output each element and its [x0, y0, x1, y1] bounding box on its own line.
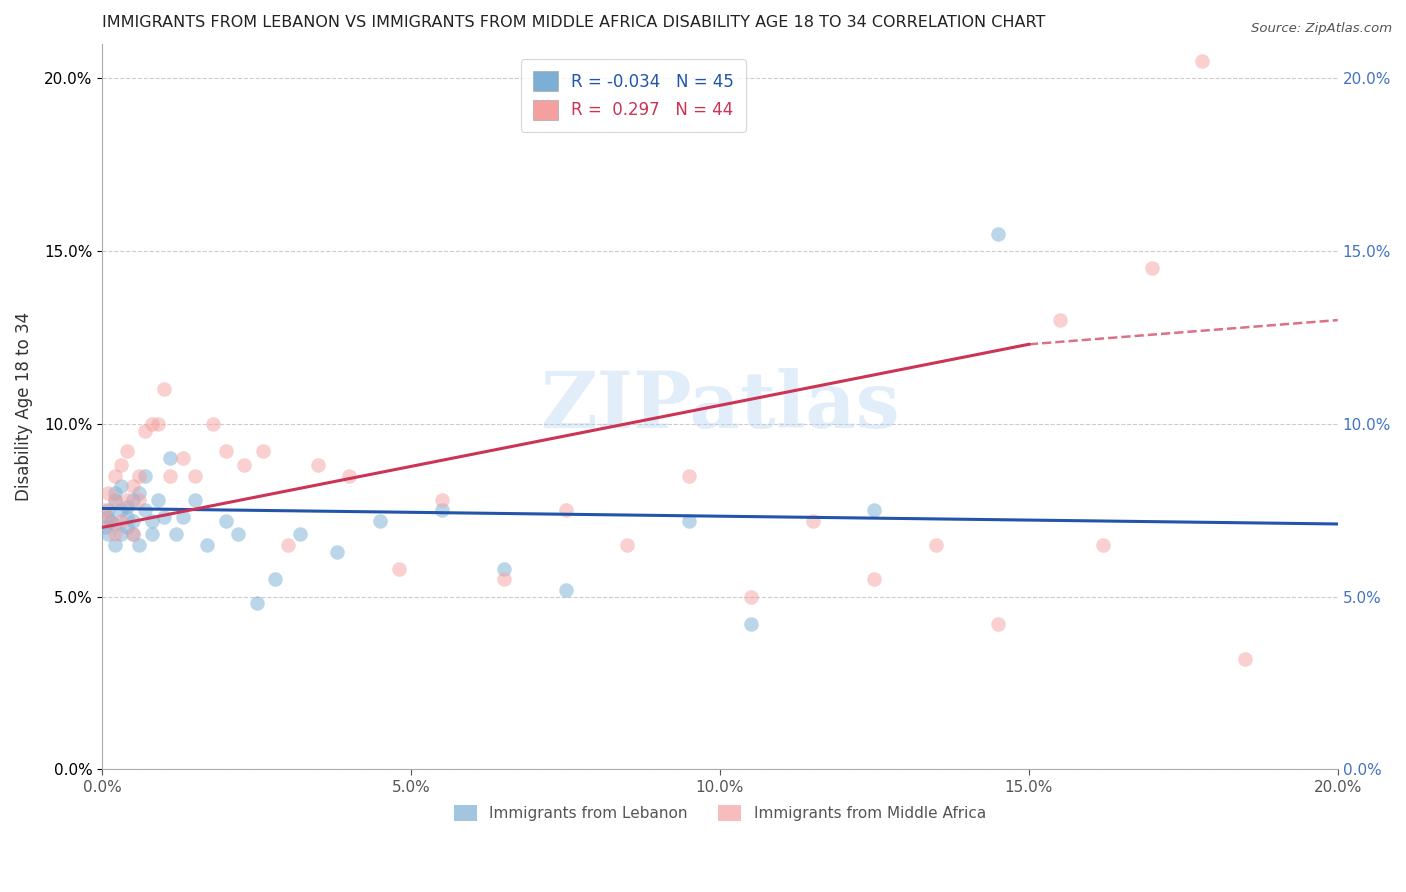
Point [141, 417, 163, 431]
Point [678, 514, 700, 528]
Point [122, 479, 145, 493]
Point [337, 468, 360, 483]
Point [103, 486, 125, 500]
Point [430, 503, 453, 517]
Point [252, 444, 274, 458]
Point [128, 486, 150, 500]
Point [128, 492, 150, 507]
Point [146, 492, 169, 507]
Text: IMMIGRANTS FROM LEBANON VS IMMIGRANTS FROM MIDDLE AFRICA DISABILITY AGE 18 TO 34: IMMIGRANTS FROM LEBANON VS IMMIGRANTS FR… [103, 15, 1046, 30]
Point [863, 572, 886, 586]
Point [122, 527, 145, 541]
Point [801, 514, 824, 528]
Point [172, 451, 194, 466]
Point [184, 468, 207, 483]
Point [115, 492, 138, 507]
Point [678, 468, 700, 483]
Point [1092, 538, 1115, 552]
Point [195, 538, 218, 552]
Point [554, 582, 576, 597]
Point [925, 538, 948, 552]
Point [1234, 651, 1257, 665]
Point [368, 514, 391, 528]
Point [97, 514, 120, 528]
Point [122, 492, 145, 507]
Point [172, 510, 194, 524]
Point [740, 617, 762, 632]
Point [110, 503, 132, 517]
Point [233, 458, 256, 473]
Point [110, 527, 132, 541]
Legend: Immigrants from Lebanon, Immigrants from Middle Africa: Immigrants from Lebanon, Immigrants from… [449, 798, 991, 827]
Point [153, 382, 176, 396]
Point [1191, 54, 1213, 68]
Point [103, 468, 125, 483]
Point [97, 510, 120, 524]
Point [987, 617, 1010, 632]
Point [215, 444, 238, 458]
Point [115, 520, 138, 534]
Point [110, 514, 132, 528]
Y-axis label: Disability Age 18 to 34: Disability Age 18 to 34 [15, 312, 32, 501]
Point [288, 527, 311, 541]
Point [110, 458, 132, 473]
Point [122, 527, 145, 541]
Point [115, 510, 138, 524]
Point [202, 417, 225, 431]
Point [307, 458, 329, 473]
Point [128, 538, 150, 552]
Point [141, 527, 163, 541]
Point [94, 503, 117, 517]
Point [1142, 261, 1164, 276]
Point [122, 514, 145, 528]
Point [134, 424, 156, 438]
Point [430, 492, 453, 507]
Point [115, 444, 138, 458]
Point [141, 514, 163, 528]
Point [277, 538, 299, 552]
Point [110, 479, 132, 493]
Point [134, 468, 156, 483]
Point [987, 227, 1010, 241]
Point [115, 500, 138, 514]
Point [616, 538, 638, 552]
Text: ZIPatlas: ZIPatlas [540, 368, 900, 444]
Point [388, 562, 411, 576]
Point [94, 520, 117, 534]
Point [165, 527, 187, 541]
Point [97, 503, 120, 517]
Point [100, 514, 122, 528]
Point [554, 503, 576, 517]
Point [740, 590, 762, 604]
Point [103, 492, 125, 507]
Point [103, 527, 125, 541]
Point [492, 562, 515, 576]
Point [103, 538, 125, 552]
Point [159, 451, 181, 466]
Point [246, 597, 269, 611]
Point [264, 572, 287, 586]
Point [134, 503, 156, 517]
Point [146, 417, 169, 431]
Point [159, 468, 181, 483]
Point [97, 486, 120, 500]
Point [128, 468, 150, 483]
Point [492, 572, 515, 586]
Point [226, 527, 249, 541]
Point [184, 492, 207, 507]
Point [326, 544, 349, 558]
Point [103, 516, 125, 531]
Point [1049, 313, 1071, 327]
Point [97, 527, 120, 541]
Point [215, 514, 238, 528]
Point [103, 492, 125, 507]
Point [153, 510, 176, 524]
Point [863, 503, 886, 517]
Text: Source: ZipAtlas.com: Source: ZipAtlas.com [1251, 22, 1392, 36]
